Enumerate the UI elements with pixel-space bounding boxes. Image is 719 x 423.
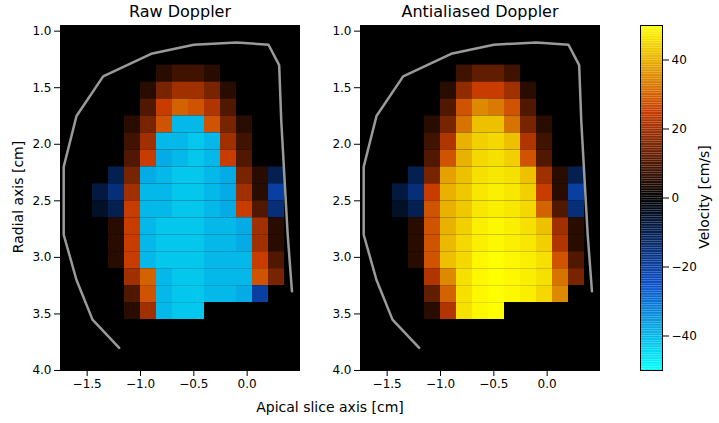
- svg-text:−0.5: −0.5: [179, 377, 208, 391]
- html-text:Antialiased Doppler: Antialiased Doppler: [401, 2, 559, 21]
- svg-text:2.5: 2.5: [32, 194, 51, 208]
- svg-text:20: 20: [672, 122, 687, 136]
- svg-text:2.0: 2.0: [332, 137, 351, 151]
- svg-text:1.5: 1.5: [32, 81, 51, 95]
- svg-text:3.5: 3.5: [332, 307, 351, 321]
- svg-text:4.0: 4.0: [332, 363, 351, 377]
- svg-text:−0.5: −0.5: [479, 377, 508, 391]
- svg-text:3.0: 3.0: [32, 250, 51, 264]
- svg-text:1.0: 1.0: [32, 24, 51, 38]
- svg-text:3.5: 3.5: [32, 307, 51, 321]
- svg-text:−1.0: −1.0: [126, 377, 155, 391]
- svg-text:1.0: 1.0: [332, 24, 351, 38]
- svg-text:−1.5: −1.5: [73, 377, 102, 391]
- svg-text:4.0: 4.0: [32, 363, 51, 377]
- svg-text:−20: −20: [672, 260, 697, 274]
- svg-text:1.5: 1.5: [332, 81, 351, 95]
- html-text:Velocity [cm/s]: Velocity [cm/s]: [696, 145, 712, 249]
- svg-text:2.0: 2.0: [32, 137, 51, 151]
- svg-text:40: 40: [672, 53, 687, 67]
- svg-text:2.5: 2.5: [332, 194, 351, 208]
- svg-text:0.0: 0.0: [238, 377, 257, 391]
- html-text:Raw Doppler: Raw Doppler: [129, 2, 231, 21]
- svg-text:−1.5: −1.5: [373, 377, 402, 391]
- html-text:Apical slice axis [cm]: Apical slice axis [cm]: [256, 399, 404, 415]
- svg-text:0.0: 0.0: [538, 377, 557, 391]
- svg-text:−1.0: −1.0: [426, 377, 455, 391]
- svg-text:3.0: 3.0: [332, 250, 351, 264]
- svg-text:−40: −40: [672, 329, 697, 343]
- html-text:Radial axis [cm]: Radial axis [cm]: [10, 140, 26, 254]
- svg-text:0: 0: [672, 191, 680, 205]
